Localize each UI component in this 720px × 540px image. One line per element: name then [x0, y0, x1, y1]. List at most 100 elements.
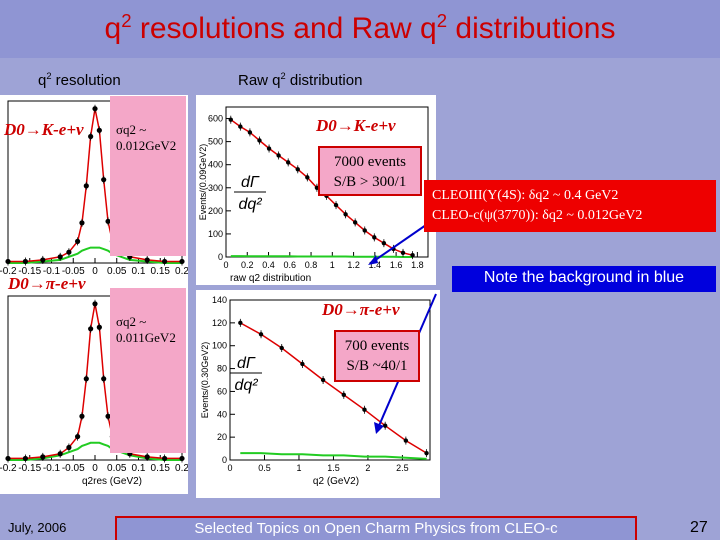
x-tick-label: 1.5 [327, 463, 340, 473]
data-point [105, 413, 111, 419]
data-point [66, 249, 72, 255]
y-tick-label: 500 [208, 137, 223, 147]
kaon-events-count: 7000 events [333, 154, 407, 170]
data-point [320, 377, 326, 383]
kaon-decay-label: D0→K-e+ν [4, 120, 84, 139]
formula-denominator: dq² [234, 377, 258, 394]
data-point [300, 361, 305, 367]
x-tick-label: 1.4 [369, 260, 382, 270]
x-axis-label: q2 (GeV2) [313, 476, 359, 487]
x-tick-label: 0.4 [262, 260, 275, 270]
data-point [410, 252, 415, 258]
x-tick-label: 0.2 [175, 266, 188, 277]
data-point [247, 130, 253, 135]
x-tick-label: 1 [330, 260, 335, 270]
data-point [352, 220, 358, 225]
data-point [372, 235, 377, 240]
y-tick-label: 400 [208, 160, 223, 170]
data-point [341, 392, 346, 398]
data-point [382, 423, 388, 428]
kaon-signal-background: S/B > 300/1 [333, 174, 407, 190]
x-tick-label: 1.8 [411, 260, 424, 270]
data-point [79, 413, 85, 419]
x-tick-label: 0.05 [107, 463, 127, 474]
data-point [285, 160, 291, 165]
y-tick-label: 20 [217, 432, 227, 442]
kaon-raw-decay-label: D0→K-e+ν [316, 116, 396, 135]
data-point [144, 454, 150, 460]
y-tick-label: 100 [208, 229, 223, 239]
formula-numerator: dΓ [241, 174, 260, 191]
x-tick-label: 2 [365, 463, 370, 473]
data-point [40, 257, 46, 263]
data-point [79, 220, 85, 226]
dgamma-dq2-formula: dΓ dq² [234, 174, 266, 213]
kaon-sigma-box: σq2 ~ 0.012GeV2 [110, 96, 186, 256]
x-tick-label: -0.05 [62, 266, 85, 277]
background-fit-curve [230, 255, 413, 258]
data-point [22, 258, 28, 265]
y-tick-label: 120 [212, 318, 227, 328]
data-point [238, 124, 243, 129]
formula-numerator: dΓ [237, 355, 256, 372]
x-axis-label: q2res (GeV2) [82, 476, 142, 487]
x-tick-label: 0.2 [241, 260, 254, 270]
data-point [266, 146, 272, 151]
data-point [5, 455, 11, 462]
x-axis-label: raw q2 distribution [230, 273, 311, 284]
x-tick-label: -0.15 [18, 463, 41, 474]
data-point [40, 454, 46, 460]
data-point [96, 127, 102, 133]
data-point [101, 376, 107, 382]
data-point [162, 455, 168, 462]
slide-title: q2 resolutions and Raw q2 distributions [104, 10, 616, 45]
data-point [88, 133, 94, 140]
data-point [75, 238, 81, 244]
x-tick-label: -0.2 [0, 266, 17, 277]
data-point [83, 376, 89, 382]
data-point [228, 117, 233, 122]
x-tick-label: 0.1 [132, 463, 146, 474]
x-tick-label: -0.2 [0, 463, 17, 474]
arrow-to-kaon-background [370, 224, 427, 264]
x-tick-label: 0.15 [151, 463, 171, 474]
pion-sigma-label: σq2 ~ [116, 314, 147, 329]
data-point [92, 106, 98, 112]
data-point [424, 450, 429, 456]
pion-raw-decay-label: D0→π-e+ν [322, 300, 400, 319]
data-point [381, 240, 387, 246]
resolution-label: q2 resolution [38, 71, 121, 89]
x-tick-label: 0 [92, 266, 98, 277]
x-tick-label: 0.6 [284, 260, 297, 270]
cleo-iii-line: CLEOIII(Υ(4S): δq2 ~ 0.4 GeV2 [432, 188, 619, 203]
data-point [162, 258, 168, 265]
signal-fit-curve [239, 322, 427, 454]
pion-sigma-value: 0.011GeV2 [116, 330, 176, 345]
x-tick-label: -0.05 [62, 463, 85, 474]
data-point [66, 444, 72, 451]
pion-signal-background: S/B ~40/1 [346, 358, 408, 374]
data-point [101, 177, 107, 183]
y-tick-label: 140 [212, 295, 227, 305]
x-tick-label: 2.5 [396, 463, 409, 473]
data-point [276, 153, 281, 158]
pion-sigma-box: σq2 ~ 0.011GeV2 [110, 288, 186, 453]
data-point [257, 138, 262, 143]
kaon-events-box: 7000 events S/B > 300/1 [318, 146, 422, 196]
data-point [258, 332, 264, 337]
data-point [22, 455, 28, 462]
y-tick-label: 0 [218, 252, 223, 262]
footer-title: Selected Topics on Open Charm Physics fr… [115, 516, 637, 540]
data-point [144, 257, 150, 263]
data-point [400, 250, 406, 256]
pion-raw-q2-plot: 0 0.5 1 1.5 2 2.5 0 20 40 60 80 100 120 140 Events/(0.… [196, 290, 440, 498]
data-point [83, 183, 89, 189]
plot-frame [229, 299, 431, 461]
x-tick-label: 0.2 [175, 463, 188, 474]
kaon-sigma-value: 0.012GeV2 [116, 138, 177, 153]
y-tick-label: 600 [208, 114, 223, 124]
data-point [362, 228, 367, 233]
raw-distribution-label: Raw q2 distribution [238, 71, 363, 89]
data-point [179, 455, 185, 462]
data-point [179, 258, 185, 265]
